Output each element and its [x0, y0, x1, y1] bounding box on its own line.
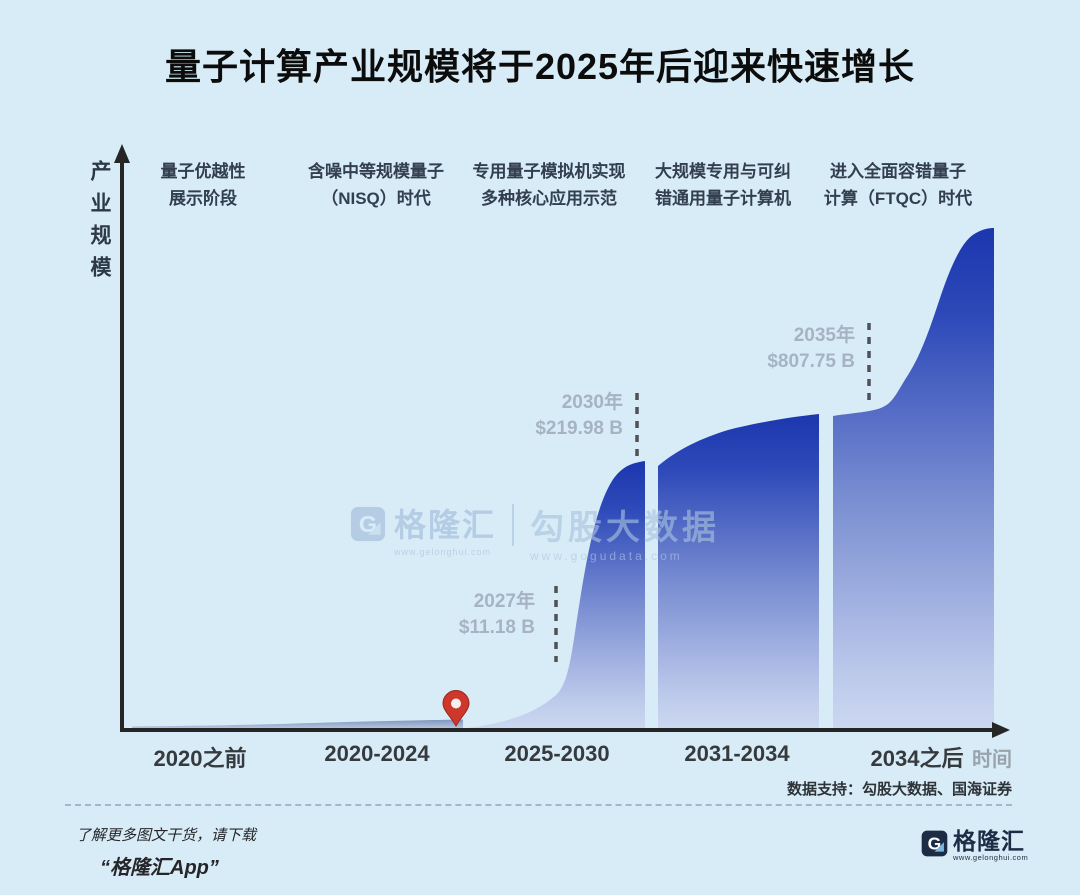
stage-label-2: 含噪中等规模量子 （NISQ）时代: [260, 158, 492, 212]
annotation-2035-value: $807.75 B: [767, 351, 855, 372]
annotation-2030: 2030年 $219.98 B: [535, 390, 623, 442]
x-tick-2031-2034: 2031-2034: [684, 741, 790, 766]
stage-label-1-line1: 量子优越性: [160, 162, 246, 181]
annotation-2027-value: $11.18 B: [458, 617, 535, 638]
stage-label-2-line1: 含噪中等规模量子: [308, 162, 444, 181]
area-segment-2020-2024: [132, 719, 463, 728]
data-support-note: 数据支持：勾股大数据、国海证券: [786, 781, 1012, 798]
y-axis-arrow-icon: [114, 144, 130, 163]
x-axis-arrow-icon: [992, 722, 1010, 738]
page-title: 量子计算产业规模将于2025年后迎来快速增长: [164, 46, 916, 87]
stage-label-3: 专用量子模拟机实现 多种核心应用示范: [433, 158, 665, 212]
stage-label-3-line2: 多种核心应用示范: [481, 189, 617, 209]
gelonghui-footer-logo-icon: G: [921, 830, 948, 857]
area-segment-2025-2030: [468, 461, 645, 728]
footer-promo: 了解更多图文干货，请下载 “格隆汇App”: [76, 824, 256, 880]
stage-label-4: 大规模专用与可纠 错通用量子计算机: [607, 158, 839, 212]
annotation-2027: 2027年 $11.18 B: [459, 589, 535, 641]
footer-brand-text: 格隆汇 www.gelonghui.com: [953, 828, 1029, 863]
x-tick-2020-before: 2020之前: [153, 746, 247, 771]
stage-label-4-line2: 错通用量子计算机: [655, 189, 791, 209]
annotation-2035: 2035年 $807.75 B: [767, 323, 855, 375]
annotation-2027-year: 2027年: [473, 591, 535, 612]
footer-promo-line2: “格隆汇App”: [100, 857, 219, 879]
stage-label-2-line2: （NISQ）时代: [321, 189, 431, 209]
area-segment-2031-2034: [658, 414, 819, 728]
stage-label-1: 量子优越性 展示阶段: [87, 158, 319, 212]
footer-brand-name: 格隆汇: [953, 828, 1025, 854]
stage-label-1-line2: 展示阶段: [169, 189, 237, 209]
annotation-2030-year: 2030年: [561, 392, 623, 413]
footer-brand: G 格隆汇 www.gelonghui.com: [921, 830, 1028, 862]
footer-promo-line1: 了解更多图文干货，请下载: [76, 827, 257, 844]
stage-label-5: 进入全面容错量子 计算（FTQC）时代: [782, 158, 1014, 212]
location-pin-icon: [442, 690, 470, 728]
stage-label-3-line1: 专用量子模拟机实现: [472, 162, 626, 181]
x-tick-2020-2024: 2020-2024: [324, 741, 430, 766]
stage-label-5-line1: 进入全面容错量子: [830, 162, 966, 181]
x-axis-label: 时间: [972, 749, 1012, 771]
annotation-2035-year: 2035年: [793, 325, 855, 346]
area-segment-2034-after: [833, 228, 994, 728]
x-tick-2034-after: 2034之后: [870, 746, 964, 771]
stage-label-5-line2: 计算（FTQC）时代: [823, 189, 973, 209]
footer-brand-url: www.gelonghui.com: [953, 853, 1029, 862]
footer-divider: [65, 804, 1012, 806]
annotation-2030-value: $219.98 B: [535, 418, 623, 439]
stage-label-4-line1: 大规模专用与可纠: [655, 162, 791, 181]
y-axis-label: 产业规模: [88, 160, 111, 288]
x-tick-2025-2030: 2025-2030: [504, 741, 610, 766]
